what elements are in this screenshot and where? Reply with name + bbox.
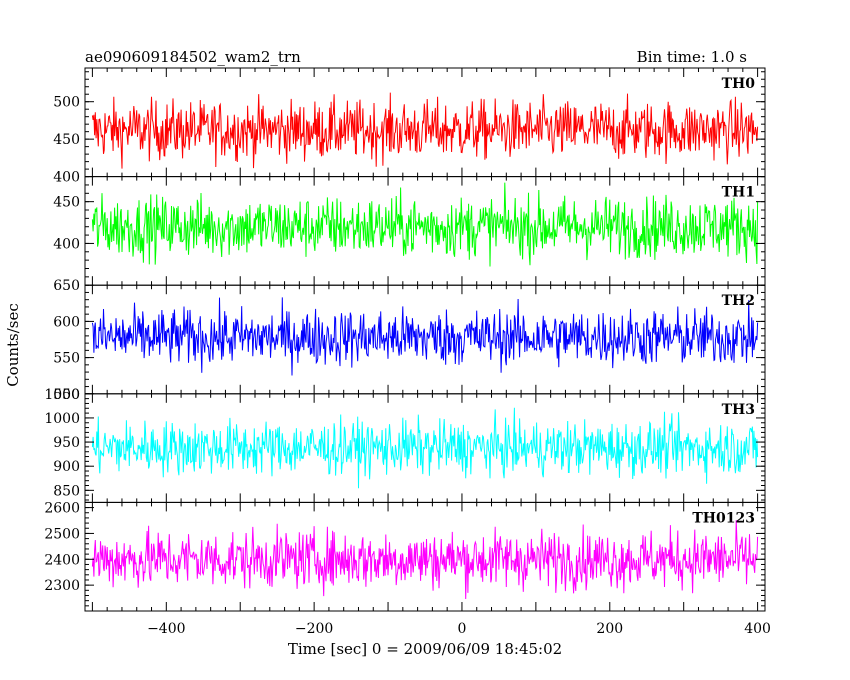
- x-tick-label: −400: [147, 621, 185, 637]
- chart-title-left: ae090609184502_wam2_trn: [85, 48, 301, 66]
- y-tick-label: 950: [53, 435, 80, 451]
- series-line-th3: [91, 407, 759, 489]
- y-tick-label: 450: [53, 132, 80, 148]
- series-label-th0123: TH0123: [692, 510, 755, 526]
- y-tick-label: 1000: [44, 411, 80, 427]
- y-tick-label: 600: [53, 314, 80, 330]
- y-tick-label: 2500: [44, 526, 80, 542]
- series-label-th1: TH1: [722, 185, 755, 201]
- y-tick-label: 2400: [44, 552, 80, 568]
- y-tick-label: 2600: [44, 501, 80, 517]
- y-tick-label: 550: [53, 351, 80, 367]
- series-label-th2: TH2: [722, 293, 755, 309]
- series-line-th0123: [91, 520, 759, 600]
- y-tick-label: 500: [53, 387, 80, 403]
- y-tick-label: 400: [53, 170, 80, 186]
- series-line-th1: [91, 182, 759, 267]
- y-tick-label: 2300: [44, 578, 80, 594]
- y-tick-label: 400: [53, 236, 80, 252]
- panels-group: 400 450 500 TH0 400 450 TH1 500 550 600 650 TH2 850 9…: [44, 67, 771, 637]
- y-tick-label: 500: [53, 95, 80, 111]
- y-tick-label: 1050: [44, 387, 80, 403]
- y-tick-label: 650: [53, 278, 80, 294]
- x-tick-label: 200: [596, 621, 623, 637]
- y-tick-label: 850: [53, 483, 80, 499]
- series-line-th0: [91, 92, 759, 169]
- y-axis-label: Counts/sec: [4, 303, 22, 387]
- chart-title-right: Bin time: 1.0 s: [637, 48, 747, 66]
- x-tick-label: 400: [744, 621, 771, 637]
- x-tick-label: −200: [295, 621, 333, 637]
- y-tick-label: 900: [53, 459, 80, 475]
- x-tick-label: 0: [457, 621, 466, 637]
- series-label-th3: TH3: [722, 402, 755, 418]
- series-label-th0: TH0: [722, 76, 756, 92]
- series-line-th2: [91, 297, 759, 376]
- y-tick-label: 450: [53, 195, 80, 211]
- panel-frame-th0123: [84, 501, 766, 612]
- x-axis-label: Time [sec] 0 = 2009/06/09 18:45:02: [288, 640, 562, 658]
